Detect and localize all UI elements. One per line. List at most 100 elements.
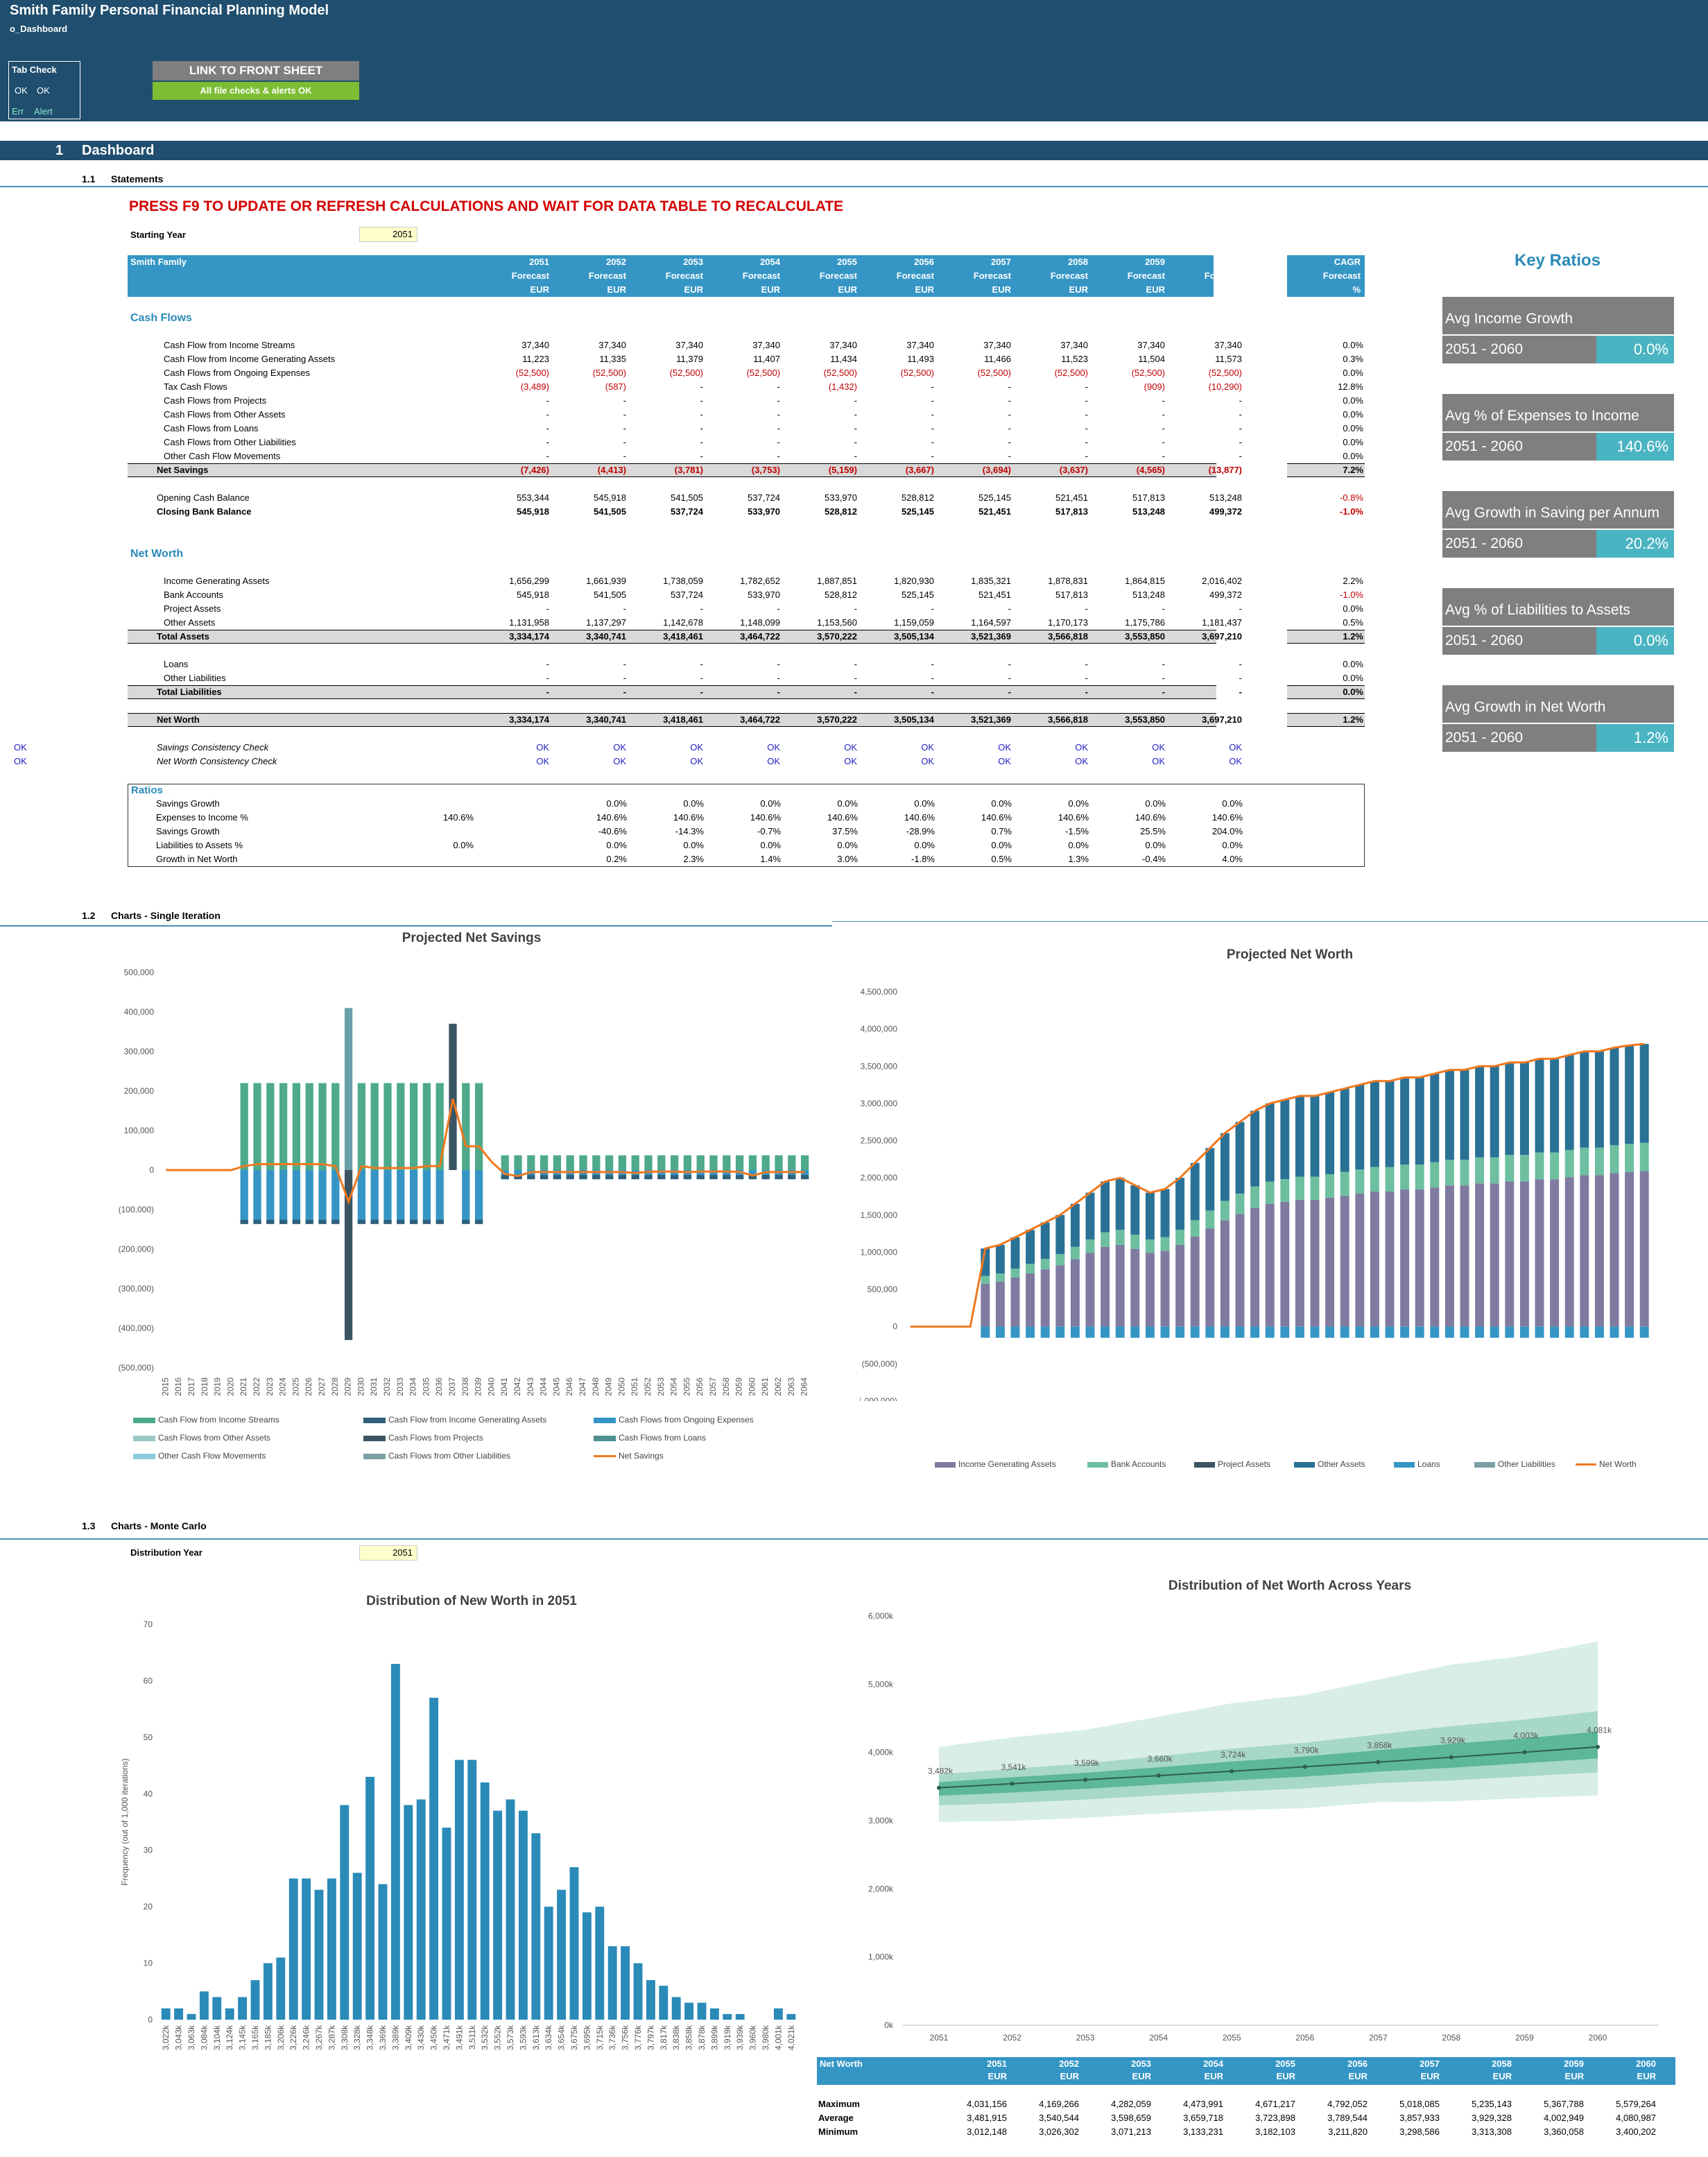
igа-bar xyxy=(1250,1208,1260,1327)
currency-header: EUR xyxy=(1223,284,1242,295)
cell-value: (52,500) xyxy=(1131,368,1165,378)
loans-bar xyxy=(1400,1326,1410,1338)
cell-value: - xyxy=(1008,673,1011,683)
x-tick-label: 3,654k xyxy=(557,2025,567,2050)
cell-value: 513,248 xyxy=(1132,506,1165,517)
data-label: 3,541k xyxy=(1001,1762,1027,1772)
cell-value: 3,697,210 xyxy=(1202,631,1242,642)
igа-bar xyxy=(1610,1173,1619,1327)
data-label: 3,858k xyxy=(1367,1741,1392,1751)
x-tick-label: 2027 xyxy=(317,1377,327,1396)
expense-bar xyxy=(788,1170,796,1180)
y-tick-label: (400,000) xyxy=(119,1323,154,1333)
table-row: Cash Flows from Other Assets - - - - - - - - - - 0.… xyxy=(128,408,1365,422)
starting-year-input[interactable]: 2051 xyxy=(359,227,417,242)
average-point xyxy=(1083,1778,1088,1782)
histogram-bar xyxy=(174,2008,184,2020)
cell-value: 37,340 xyxy=(521,340,549,350)
loans-bar xyxy=(1370,1326,1379,1338)
loans-bar xyxy=(1460,1326,1469,1338)
link-to-front-sheet-button[interactable]: LINK TO FRONT SHEET xyxy=(153,61,359,80)
total-shading xyxy=(1287,463,1365,477)
table-row: Opening Cash Balance 553,344 545,918 541,50… xyxy=(128,491,1365,505)
cell-value: 533,970 xyxy=(825,492,857,503)
cell-value: 3,505,134 xyxy=(894,631,934,642)
x-tick-label: 3,675k xyxy=(569,2025,579,2050)
income-bar xyxy=(527,1155,535,1170)
histogram-bar xyxy=(518,1810,528,2020)
cell-value: 3,313,308 xyxy=(1472,2126,1512,2137)
loans-bar xyxy=(1444,1326,1454,1338)
total-shading xyxy=(128,713,1216,727)
other-assets-bar xyxy=(1594,1051,1604,1148)
income-bar xyxy=(553,1155,562,1170)
igа-bar xyxy=(1400,1189,1410,1327)
average-point xyxy=(1230,1769,1234,1773)
bank-bar xyxy=(1415,1165,1424,1190)
cagr-value: 0.0% xyxy=(1343,409,1363,420)
histogram-bar xyxy=(493,1810,503,2020)
cell-value: 3,553,850 xyxy=(1125,631,1165,642)
other-assets-bar xyxy=(1115,1178,1125,1230)
ratio-value: 0.0% xyxy=(837,798,858,809)
sheet-name: o_Dashboard xyxy=(10,24,68,34)
ratio-value: 0.0% xyxy=(914,840,935,850)
loans-bar xyxy=(1280,1326,1290,1338)
cell-value: 537,724 xyxy=(671,590,703,600)
row-label: Net Savings xyxy=(157,465,209,475)
cagr-value: 2.2% xyxy=(1343,576,1363,586)
cell-value: 1,656,299 xyxy=(509,576,549,586)
bank-bar xyxy=(1325,1174,1335,1198)
bank-bar xyxy=(1340,1171,1349,1196)
key-ratio-card: Avg Growth in Saving per Annum 2051 - 206… xyxy=(1442,491,1674,563)
ratio-value: 140.6% xyxy=(673,812,704,823)
other-assets-bar xyxy=(1370,1081,1379,1167)
tax-bar xyxy=(514,1175,522,1180)
table-row: Cash Flows from Loans - - - - - - - - - - 0.0% xyxy=(128,422,1365,436)
cell-value: - xyxy=(1085,659,1088,669)
bank-bar xyxy=(1430,1162,1440,1188)
other-assets-bar xyxy=(1639,1044,1649,1143)
cell-value: - xyxy=(1162,659,1165,669)
cell-value: (13,877) xyxy=(1208,465,1242,475)
cell-value: (3,753) xyxy=(751,465,780,475)
row-label: Other Cash Flow Movements xyxy=(164,451,281,461)
bank-bar xyxy=(1564,1150,1574,1178)
table-row: Cash Flows from Projects - - - - - - - - - - 0.0% xyxy=(128,394,1365,408)
legend-label: Bank Accounts xyxy=(1111,1459,1166,1469)
x-tick-label: 2062 xyxy=(773,1377,783,1396)
x-tick-label: 3,939k xyxy=(735,2025,745,2050)
ratio-label: Savings Growth xyxy=(156,798,220,809)
legend-item: Cash Flows from Other Assets xyxy=(133,1433,270,1443)
income-bar xyxy=(370,1083,379,1170)
cell-value: - xyxy=(700,423,703,433)
other-assets-bar xyxy=(1101,1181,1110,1232)
histogram-bar xyxy=(557,1889,567,2020)
ratio-value: 0.0% xyxy=(760,840,781,850)
cell-value: 1,164,597 xyxy=(971,617,1011,628)
cell-value: 4,031,156 xyxy=(967,2099,1007,2109)
y-tick-label: (500,000) xyxy=(119,1363,154,1373)
cell-value: - xyxy=(854,451,857,461)
income-bar xyxy=(397,1083,405,1170)
cell-value: - xyxy=(1008,381,1011,392)
bank-bar xyxy=(1385,1167,1395,1192)
histogram-bar xyxy=(506,1799,515,2020)
x-tick-label: 2045 xyxy=(551,1377,561,1396)
histogram-bar xyxy=(340,1805,350,2020)
loans-bar xyxy=(1250,1326,1260,1338)
cell-value: - xyxy=(854,409,857,420)
cell-value: - xyxy=(1162,423,1165,433)
other-assets-bar xyxy=(1010,1237,1020,1269)
total-liabilities-row: Total Liabilities - - - - - - - - - - 0.0% xyxy=(128,685,1365,699)
bank-bar xyxy=(1550,1152,1560,1180)
cell-value: - xyxy=(854,603,857,614)
data-label: 3,724k xyxy=(1220,1750,1246,1760)
ratio-value: 0.0% xyxy=(683,798,704,809)
income-bar xyxy=(383,1083,392,1170)
distribution-year-input[interactable]: 2051 xyxy=(359,1545,417,1561)
legend-swatch xyxy=(935,1461,956,1468)
cagr-value: 0.0% xyxy=(1343,340,1363,350)
tax-bar xyxy=(422,1219,431,1224)
other-assets-bar xyxy=(1580,1051,1589,1148)
